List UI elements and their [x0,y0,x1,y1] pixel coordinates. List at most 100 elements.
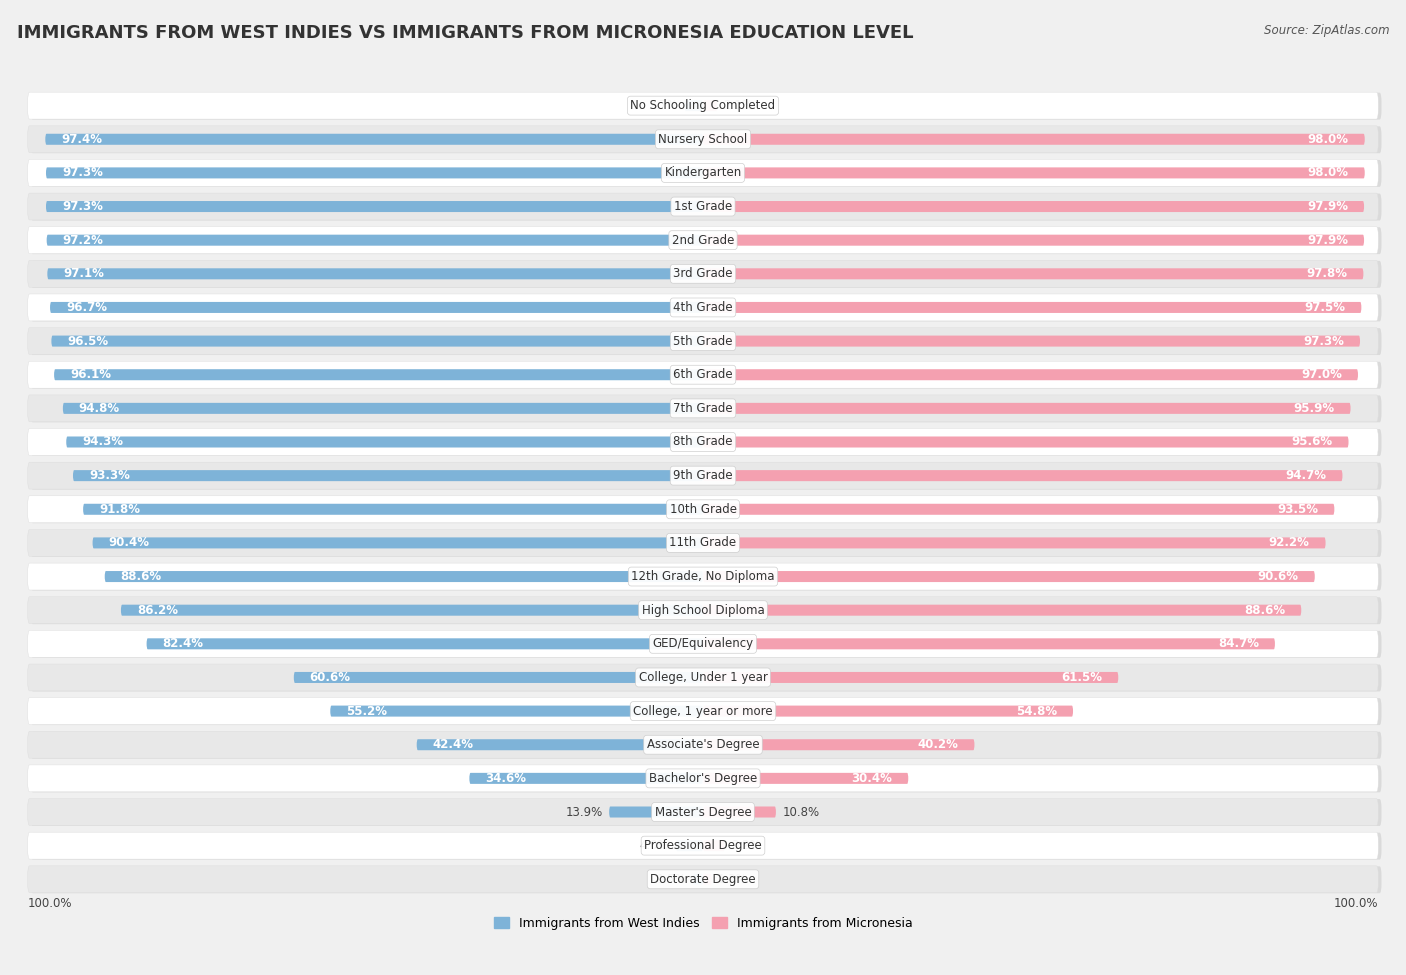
FancyBboxPatch shape [31,329,1382,355]
Text: 7th Grade: 7th Grade [673,402,733,414]
FancyBboxPatch shape [703,302,1361,313]
FancyBboxPatch shape [703,470,1343,481]
Text: 2.7%: 2.7% [648,99,679,112]
FancyBboxPatch shape [330,706,703,717]
FancyBboxPatch shape [52,335,703,346]
Text: IMMIGRANTS FROM WEST INDIES VS IMMIGRANTS FROM MICRONESIA EDUCATION LEVEL: IMMIGRANTS FROM WEST INDIES VS IMMIGRANT… [17,24,914,42]
Text: 10th Grade: 10th Grade [669,503,737,516]
FancyBboxPatch shape [73,470,703,481]
FancyBboxPatch shape [28,294,1378,321]
FancyBboxPatch shape [28,193,1378,220]
Text: 11th Grade: 11th Grade [669,536,737,549]
FancyBboxPatch shape [31,564,1382,591]
Text: 97.3%: 97.3% [62,167,103,179]
Text: GED/Equivalency: GED/Equivalency [652,638,754,650]
Text: 97.2%: 97.2% [63,234,104,247]
Text: 97.1%: 97.1% [63,267,104,280]
FancyBboxPatch shape [31,732,1382,759]
FancyBboxPatch shape [28,866,1378,893]
FancyBboxPatch shape [703,639,1275,649]
Text: 34.6%: 34.6% [485,772,526,785]
FancyBboxPatch shape [703,672,1118,682]
FancyBboxPatch shape [31,530,1382,557]
Text: 97.9%: 97.9% [1308,234,1348,247]
FancyBboxPatch shape [51,302,703,313]
FancyBboxPatch shape [28,93,1378,119]
FancyBboxPatch shape [703,335,1360,346]
FancyBboxPatch shape [53,370,703,380]
FancyBboxPatch shape [31,362,1382,389]
Text: 5th Grade: 5th Grade [673,334,733,347]
FancyBboxPatch shape [676,840,703,851]
Text: 97.8%: 97.8% [1306,267,1347,280]
Text: 2nd Grade: 2nd Grade [672,234,734,247]
FancyBboxPatch shape [703,773,908,784]
FancyBboxPatch shape [28,597,1378,624]
FancyBboxPatch shape [693,874,703,884]
FancyBboxPatch shape [703,604,1302,615]
Text: 94.3%: 94.3% [82,436,124,448]
FancyBboxPatch shape [31,665,1382,691]
Text: 93.3%: 93.3% [89,469,129,482]
FancyBboxPatch shape [46,201,703,212]
Text: 2.1%: 2.1% [724,99,754,112]
Text: 6th Grade: 6th Grade [673,369,733,381]
FancyBboxPatch shape [31,194,1382,220]
Text: Doctorate Degree: Doctorate Degree [650,873,756,885]
Text: Master's Degree: Master's Degree [655,805,751,818]
Text: 4th Grade: 4th Grade [673,301,733,314]
Text: 60.6%: 60.6% [309,671,350,683]
Text: 13.9%: 13.9% [565,805,603,818]
Text: 86.2%: 86.2% [136,604,177,616]
Text: 12th Grade, No Diploma: 12th Grade, No Diploma [631,570,775,583]
FancyBboxPatch shape [703,403,1351,413]
FancyBboxPatch shape [703,100,717,111]
Text: 54.8%: 54.8% [1017,705,1057,718]
Text: 98.0%: 98.0% [1308,133,1348,146]
FancyBboxPatch shape [28,126,1378,153]
Text: 97.0%: 97.0% [1301,369,1343,381]
FancyBboxPatch shape [63,403,703,413]
FancyBboxPatch shape [83,504,703,515]
Text: 94.8%: 94.8% [79,402,120,414]
Text: 10.8%: 10.8% [782,805,820,818]
FancyBboxPatch shape [703,806,776,817]
FancyBboxPatch shape [703,235,1364,246]
FancyBboxPatch shape [703,571,1315,582]
FancyBboxPatch shape [28,429,1378,455]
FancyBboxPatch shape [294,672,703,682]
FancyBboxPatch shape [146,639,703,649]
Text: 55.2%: 55.2% [346,705,387,718]
Text: 92.2%: 92.2% [1268,536,1309,549]
FancyBboxPatch shape [703,706,1073,717]
FancyBboxPatch shape [31,227,1382,254]
Text: College, Under 1 year: College, Under 1 year [638,671,768,683]
Text: 30.4%: 30.4% [852,772,893,785]
FancyBboxPatch shape [28,731,1378,759]
FancyBboxPatch shape [31,294,1382,322]
Text: 88.6%: 88.6% [1244,604,1285,616]
FancyBboxPatch shape [703,874,711,884]
FancyBboxPatch shape [703,134,1365,144]
Text: 97.3%: 97.3% [1303,334,1344,347]
Text: 98.0%: 98.0% [1308,167,1348,179]
FancyBboxPatch shape [703,201,1364,212]
Text: 95.6%: 95.6% [1292,436,1333,448]
Text: 96.1%: 96.1% [70,369,111,381]
Text: 100.0%: 100.0% [1334,897,1378,910]
FancyBboxPatch shape [28,664,1378,691]
FancyBboxPatch shape [104,571,703,582]
FancyBboxPatch shape [416,739,703,750]
Text: 42.4%: 42.4% [433,738,474,751]
FancyBboxPatch shape [45,134,703,144]
FancyBboxPatch shape [685,100,703,111]
FancyBboxPatch shape [28,631,1378,657]
Text: Nursery School: Nursery School [658,133,748,146]
FancyBboxPatch shape [703,537,1326,548]
FancyBboxPatch shape [28,160,1378,186]
Text: 1st Grade: 1st Grade [673,200,733,213]
Text: No Schooling Completed: No Schooling Completed [630,99,776,112]
Text: 4.0%: 4.0% [640,839,669,852]
FancyBboxPatch shape [28,799,1378,826]
FancyBboxPatch shape [31,396,1382,422]
